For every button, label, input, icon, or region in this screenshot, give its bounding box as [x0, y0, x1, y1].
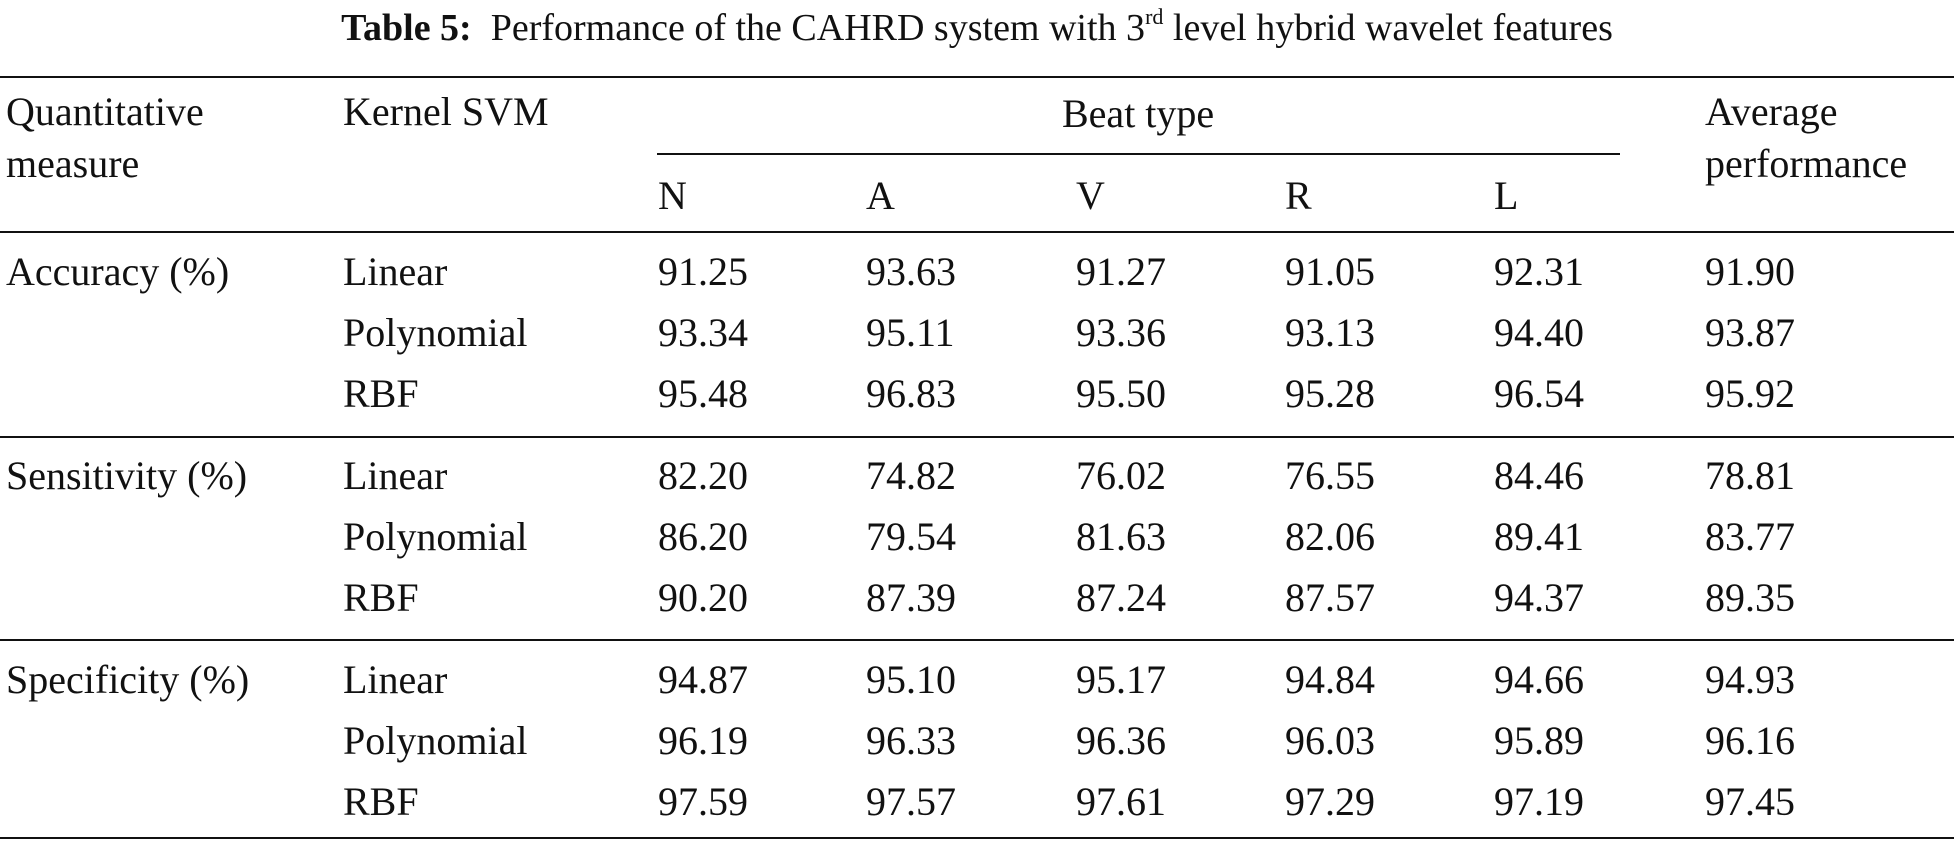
value-cell: 95.28 — [1285, 371, 1375, 416]
measure-label: Specificity (%) — [6, 657, 250, 702]
beat-type-rule — [657, 153, 1620, 155]
value-cell: 97.45 — [1705, 779, 1795, 824]
value-cell: 96.36 — [1076, 718, 1166, 763]
value-cell: 95.50 — [1076, 371, 1166, 416]
value-cell: 82.06 — [1285, 514, 1375, 559]
value-cell: 93.63 — [866, 249, 956, 294]
value-cell: 95.11 — [866, 310, 955, 355]
kernel-label: Linear — [343, 453, 448, 498]
value-cell: 96.03 — [1285, 718, 1375, 763]
value-cell: 93.87 — [1705, 310, 1795, 355]
value-cell: 94.66 — [1494, 657, 1584, 702]
header-beat-l: L — [1494, 173, 1519, 218]
measure-label: Accuracy (%) — [6, 249, 230, 294]
header-measure: Quantitative — [6, 89, 204, 134]
kernel-label: Polynomial — [343, 514, 528, 559]
value-cell: 94.37 — [1494, 575, 1584, 620]
value-cell: 74.82 — [866, 453, 956, 498]
value-cell: 79.54 — [866, 514, 956, 559]
group-divider-rule — [0, 639, 1954, 641]
value-cell: 96.83 — [866, 371, 956, 416]
value-cell: 97.29 — [1285, 779, 1375, 824]
kernel-label: Polynomial — [343, 310, 528, 355]
value-cell: 92.31 — [1494, 249, 1584, 294]
value-cell: 94.40 — [1494, 310, 1584, 355]
value-cell: 86.20 — [658, 514, 748, 559]
kernel-label: Polynomial — [343, 718, 528, 763]
value-cell: 95.89 — [1494, 718, 1584, 763]
value-cell: 93.36 — [1076, 310, 1166, 355]
table-caption: Table 5: Performance of the CAHRD system… — [0, 6, 1954, 50]
value-cell: 89.35 — [1705, 575, 1795, 620]
caption-text-end: level hybrid wavelet features — [1163, 7, 1613, 49]
header-beat-a: A — [866, 173, 895, 218]
value-cell: 96.16 — [1705, 718, 1795, 763]
value-cell: 87.39 — [866, 575, 956, 620]
value-cell: 90.20 — [658, 575, 748, 620]
value-cell: 83.77 — [1705, 514, 1795, 559]
caption-text: Performance of the CAHRD system with 3 — [490, 7, 1146, 49]
kernel-label: RBF — [343, 575, 419, 620]
value-cell: 94.87 — [658, 657, 748, 702]
group-divider-rule — [0, 436, 1954, 438]
value-cell: 91.25 — [658, 249, 748, 294]
value-cell: 89.41 — [1494, 514, 1584, 559]
header-beat-v: V — [1076, 173, 1105, 218]
value-cell: 91.05 — [1285, 249, 1375, 294]
header-beat-type: Beat type — [1062, 91, 1215, 136]
value-cell: 91.27 — [1076, 249, 1166, 294]
value-cell: 94.93 — [1705, 657, 1795, 702]
value-cell: 97.61 — [1076, 779, 1166, 824]
top-rule — [0, 76, 1954, 78]
value-cell: 93.34 — [658, 310, 748, 355]
value-cell: 95.10 — [866, 657, 956, 702]
value-cell: 78.81 — [1705, 453, 1795, 498]
value-cell: 96.33 — [866, 718, 956, 763]
header-beat-n: N — [658, 173, 687, 218]
value-cell: 76.02 — [1076, 453, 1166, 498]
kernel-label: Linear — [343, 249, 448, 294]
value-cell: 93.13 — [1285, 310, 1375, 355]
value-cell: 84.46 — [1494, 453, 1584, 498]
measure-label: Sensitivity (%) — [6, 453, 248, 498]
value-cell: 81.63 — [1076, 514, 1166, 559]
header-kernel: Kernel SVM — [343, 89, 549, 134]
kernel-label: RBF — [343, 371, 419, 416]
value-cell: 97.57 — [866, 779, 956, 824]
header-beat-r: R — [1285, 173, 1312, 218]
value-cell: 95.17 — [1076, 657, 1166, 702]
kernel-label: Linear — [343, 657, 448, 702]
caption-label: Table 5: — [341, 7, 472, 49]
value-cell: 87.24 — [1076, 575, 1166, 620]
caption-superscript: rd — [1145, 4, 1164, 29]
value-cell: 97.19 — [1494, 779, 1584, 824]
value-cell: 87.57 — [1285, 575, 1375, 620]
value-cell: 82.20 — [658, 453, 748, 498]
kernel-label: RBF — [343, 779, 419, 824]
bottom-rule — [0, 837, 1954, 839]
header-average-line2: performance — [1705, 141, 1908, 186]
value-cell: 76.55 — [1285, 453, 1375, 498]
value-cell: 96.54 — [1494, 371, 1584, 416]
value-cell: 94.84 — [1285, 657, 1375, 702]
header-measure-line2: measure — [6, 141, 140, 186]
value-cell: 91.90 — [1705, 249, 1795, 294]
header-average: Average — [1705, 89, 1838, 134]
header-bottom-rule — [0, 231, 1954, 233]
value-cell: 95.92 — [1705, 371, 1795, 416]
value-cell: 96.19 — [658, 718, 748, 763]
value-cell: 97.59 — [658, 779, 748, 824]
value-cell: 95.48 — [658, 371, 748, 416]
